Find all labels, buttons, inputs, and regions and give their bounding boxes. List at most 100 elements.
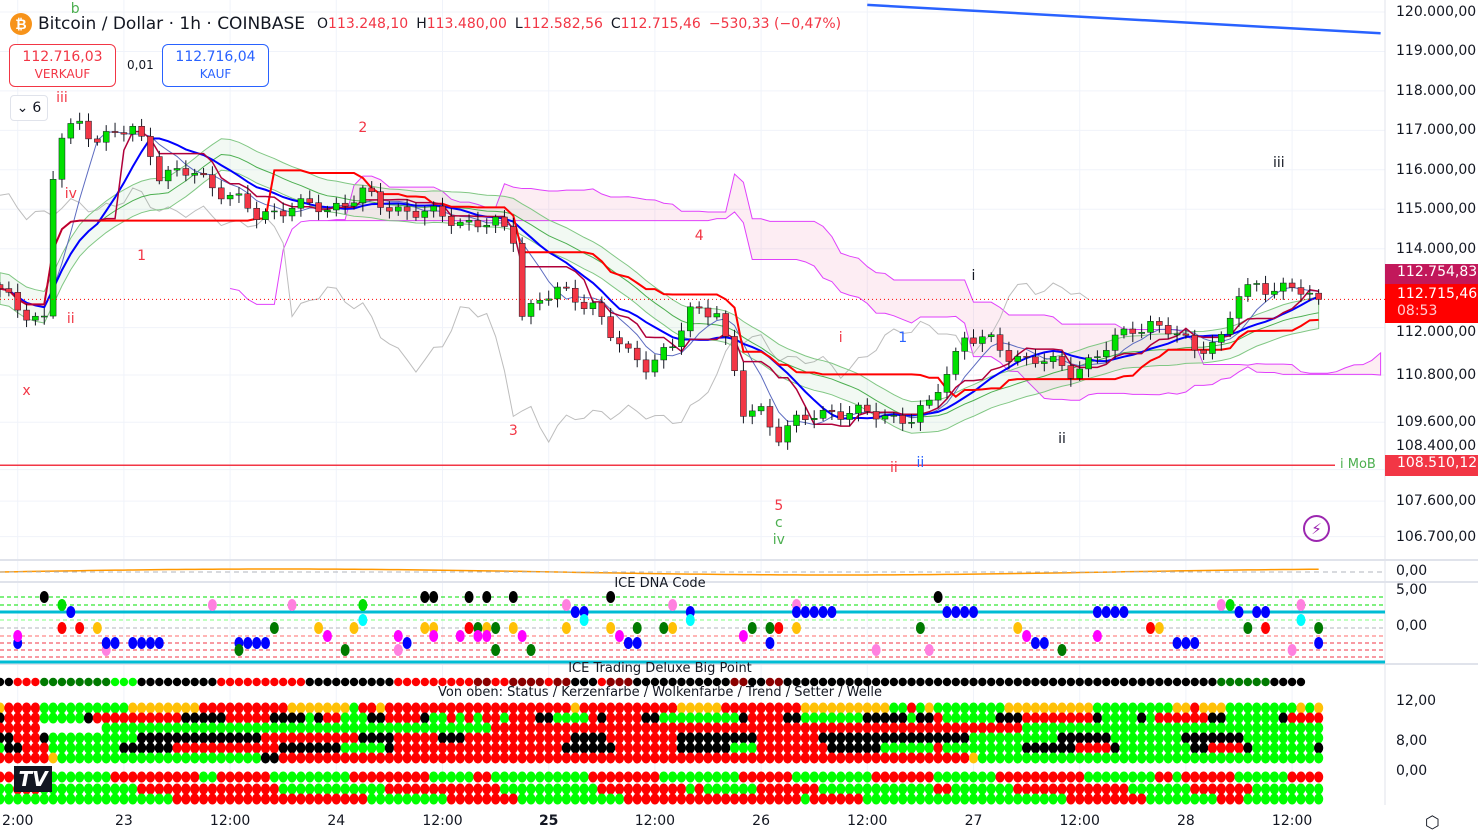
candle[interactable] bbox=[182, 160, 190, 182]
candle[interactable] bbox=[961, 331, 968, 360]
candle[interactable] bbox=[899, 407, 906, 431]
candle[interactable] bbox=[120, 125, 128, 142]
settings-hex-icon[interactable]: ⬡ bbox=[1425, 813, 1440, 833]
candle[interactable] bbox=[563, 281, 570, 291]
candle[interactable] bbox=[908, 413, 915, 429]
candle[interactable] bbox=[1156, 317, 1163, 333]
candle[interactable] bbox=[49, 170, 57, 319]
candle[interactable] bbox=[359, 185, 367, 212]
candle[interactable] bbox=[695, 301, 703, 314]
candle[interactable] bbox=[934, 383, 942, 409]
candle[interactable] bbox=[129, 123, 136, 142]
candle[interactable] bbox=[1023, 352, 1030, 366]
candle[interactable] bbox=[1032, 348, 1039, 368]
candle[interactable] bbox=[1005, 341, 1013, 370]
candle[interactable] bbox=[235, 187, 243, 203]
candle[interactable] bbox=[642, 351, 650, 380]
candle[interactable] bbox=[625, 341, 632, 353]
candle[interactable] bbox=[14, 283, 21, 318]
candle[interactable] bbox=[1288, 278, 1296, 292]
candle[interactable] bbox=[1041, 353, 1048, 372]
candle[interactable] bbox=[244, 185, 252, 213]
candle[interactable] bbox=[288, 202, 296, 222]
candle[interactable] bbox=[1209, 334, 1216, 360]
candle[interactable] bbox=[1094, 350, 1101, 364]
candle[interactable] bbox=[740, 362, 747, 424]
buy-button[interactable]: 112.716,04 KAUF bbox=[162, 44, 269, 87]
candle[interactable] bbox=[350, 195, 358, 210]
candle[interactable] bbox=[156, 150, 163, 185]
candle[interactable] bbox=[76, 112, 83, 130]
candle[interactable] bbox=[731, 329, 738, 377]
sell-button[interactable]: 112.716,03 VERKAUF bbox=[9, 44, 116, 87]
candle[interactable] bbox=[589, 299, 597, 316]
candle[interactable] bbox=[1306, 285, 1314, 302]
candle[interactable] bbox=[1076, 361, 1083, 381]
candle[interactable] bbox=[580, 294, 588, 315]
candle[interactable] bbox=[1226, 311, 1234, 338]
candle[interactable] bbox=[687, 302, 694, 338]
candle[interactable] bbox=[527, 299, 535, 325]
candle[interactable] bbox=[111, 122, 119, 138]
candle[interactable] bbox=[1271, 282, 1278, 299]
candle[interactable] bbox=[421, 206, 429, 226]
candle[interactable] bbox=[545, 290, 552, 306]
candle[interactable] bbox=[722, 310, 729, 345]
candle[interactable] bbox=[1049, 351, 1057, 369]
candle[interactable] bbox=[173, 160, 181, 177]
candle[interactable] bbox=[510, 217, 517, 252]
candle[interactable] bbox=[306, 190, 313, 206]
candle[interactable] bbox=[368, 181, 375, 197]
candle[interactable] bbox=[253, 201, 260, 229]
candle[interactable] bbox=[616, 330, 623, 353]
candle[interactable] bbox=[412, 202, 420, 221]
candle[interactable] bbox=[492, 214, 499, 234]
candle[interactable] bbox=[439, 197, 446, 223]
candle[interactable] bbox=[987, 332, 995, 343]
candle[interactable] bbox=[749, 404, 756, 425]
candle[interactable] bbox=[1191, 329, 1198, 359]
candle[interactable] bbox=[262, 208, 269, 224]
candle[interactable] bbox=[448, 208, 455, 234]
candle[interactable] bbox=[554, 282, 561, 308]
candle[interactable] bbox=[784, 420, 791, 450]
candle[interactable] bbox=[1200, 341, 1207, 360]
trend-line[interactable] bbox=[867, 3, 1381, 35]
candle[interactable] bbox=[102, 125, 110, 151]
candle[interactable] bbox=[164, 165, 172, 189]
candle[interactable] bbox=[669, 338, 676, 351]
candle[interactable] bbox=[651, 354, 659, 377]
candle[interactable] bbox=[1138, 323, 1145, 339]
candle[interactable] bbox=[200, 167, 207, 178]
candle[interactable] bbox=[0, 282, 4, 298]
candle[interactable] bbox=[483, 218, 490, 234]
tradingview-logo[interactable]: TV bbox=[14, 766, 52, 792]
candle[interactable] bbox=[1164, 317, 1172, 339]
candle[interactable] bbox=[952, 347, 960, 381]
candle[interactable] bbox=[403, 199, 411, 220]
candle[interactable] bbox=[757, 403, 765, 415]
candle[interactable] bbox=[793, 410, 800, 433]
candle[interactable] bbox=[1085, 354, 1092, 378]
candle[interactable] bbox=[633, 340, 641, 368]
candle[interactable] bbox=[456, 218, 464, 229]
candle[interactable] bbox=[1244, 277, 1252, 302]
candle[interactable] bbox=[660, 343, 667, 369]
candle[interactable] bbox=[1103, 341, 1110, 364]
candle[interactable] bbox=[395, 203, 402, 216]
candle[interactable] bbox=[138, 118, 145, 141]
candle[interactable] bbox=[67, 118, 75, 145]
candle[interactable] bbox=[572, 279, 579, 311]
candle[interactable] bbox=[1120, 326, 1128, 339]
candle[interactable] bbox=[271, 203, 278, 220]
candle[interactable] bbox=[1235, 287, 1243, 327]
candle[interactable] bbox=[837, 403, 844, 426]
candle[interactable] bbox=[802, 406, 809, 426]
lightning-circle-icon[interactable]: ⚡ bbox=[1303, 515, 1330, 542]
candle[interactable] bbox=[1173, 325, 1181, 343]
candle[interactable] bbox=[94, 135, 101, 146]
candle[interactable] bbox=[58, 133, 66, 188]
candle[interactable] bbox=[341, 194, 349, 215]
candle[interactable] bbox=[828, 404, 836, 421]
